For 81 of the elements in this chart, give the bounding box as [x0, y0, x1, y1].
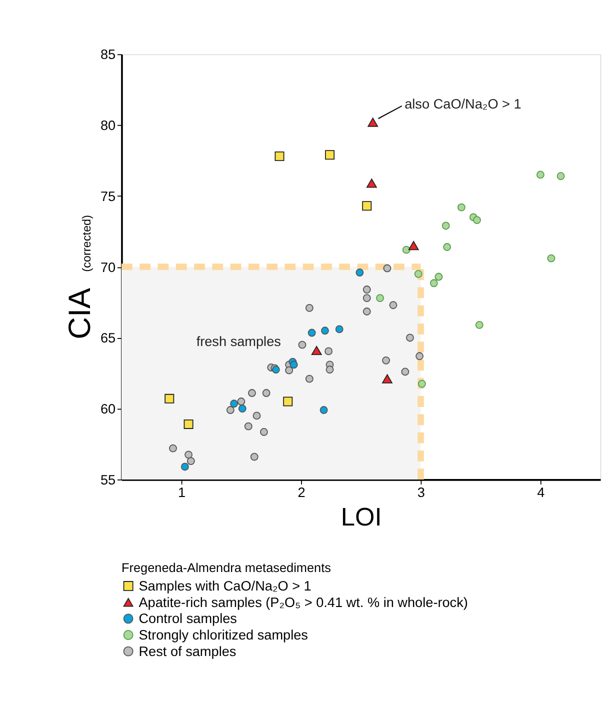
- legend-label: Rest of samples: [138, 644, 236, 659]
- x-axis-title: LOI: [340, 503, 382, 532]
- point: [244, 422, 252, 430]
- point: [362, 294, 371, 302]
- point: [184, 450, 192, 459]
- point: [416, 352, 424, 360]
- point: [252, 412, 261, 420]
- annotation: also CaO/Na₂O > 1: [404, 96, 522, 112]
- x-tick-label: 1: [178, 485, 186, 500]
- legend-label: Apatite-rich samples (P₂O₅ > 0.41 wt. % in whole-rock): [138, 594, 468, 610]
- point: [442, 222, 450, 230]
- y-tick-label: 60: [100, 402, 116, 417]
- point: [408, 241, 419, 250]
- point: [164, 394, 174, 404]
- point: [285, 366, 294, 374]
- point: [262, 389, 270, 397]
- point: [180, 462, 189, 471]
- point: [414, 270, 422, 278]
- point: [260, 428, 268, 436]
- legend-label: Samples with CaO/Na₂O > 1: [138, 578, 312, 594]
- point: [362, 201, 372, 211]
- point: [356, 268, 364, 276]
- point: [434, 272, 443, 281]
- point: [382, 374, 392, 384]
- point: [238, 404, 246, 413]
- point: [401, 368, 410, 376]
- legend-label: Control samples: [138, 611, 238, 626]
- point: [298, 340, 306, 349]
- point: [308, 328, 316, 337]
- point: [473, 216, 481, 224]
- point: [248, 389, 256, 397]
- point: [290, 360, 298, 369]
- point: [226, 406, 234, 414]
- y-tick-label: 55: [100, 472, 116, 488]
- band-label: fresh samples: [196, 334, 282, 349]
- point: [547, 254, 556, 262]
- legend-label: Strongly chloritized samples: [138, 628, 308, 643]
- y-tick-label: 75: [100, 188, 116, 204]
- point: [366, 178, 377, 188]
- point: [305, 304, 314, 312]
- y-tick-label: 80: [100, 118, 116, 134]
- point: [389, 301, 398, 310]
- point: [324, 347, 333, 356]
- point: [376, 294, 384, 302]
- point: [283, 396, 293, 406]
- point: [382, 356, 390, 364]
- x-tick-label: 3: [417, 485, 425, 500]
- point: [230, 400, 238, 408]
- point: [186, 457, 195, 466]
- point: [274, 152, 284, 162]
- point: [430, 279, 438, 288]
- point: [556, 172, 565, 180]
- point: [457, 203, 466, 212]
- point: [368, 118, 378, 127]
- point: [418, 380, 426, 388]
- point: [325, 150, 335, 160]
- point: [475, 321, 484, 329]
- point: [250, 452, 258, 461]
- x-tick-label: 4: [537, 485, 546, 500]
- point: [402, 246, 410, 254]
- point: [305, 374, 314, 383]
- x-tick-label: 2: [298, 485, 306, 500]
- y-axis-title: CIA(corrected): [62, 214, 97, 340]
- point: [169, 444, 177, 452]
- point: [237, 398, 246, 406]
- point: [383, 264, 392, 272]
- point: [311, 346, 322, 356]
- point: [184, 419, 194, 429]
- point: [326, 366, 334, 374]
- legend-title: Fregeneda-Almendra metasediments: [122, 560, 331, 575]
- y-tick-label: 70: [100, 260, 116, 275]
- point: [443, 243, 452, 251]
- point: [362, 308, 371, 316]
- y-tick-label: 65: [100, 330, 116, 346]
- point: [362, 286, 371, 294]
- point: [536, 170, 544, 179]
- y-tick-label: 85: [100, 47, 116, 62]
- point: [321, 326, 329, 335]
- point: [320, 406, 328, 414]
- point: [335, 325, 344, 334]
- point: [406, 334, 414, 342]
